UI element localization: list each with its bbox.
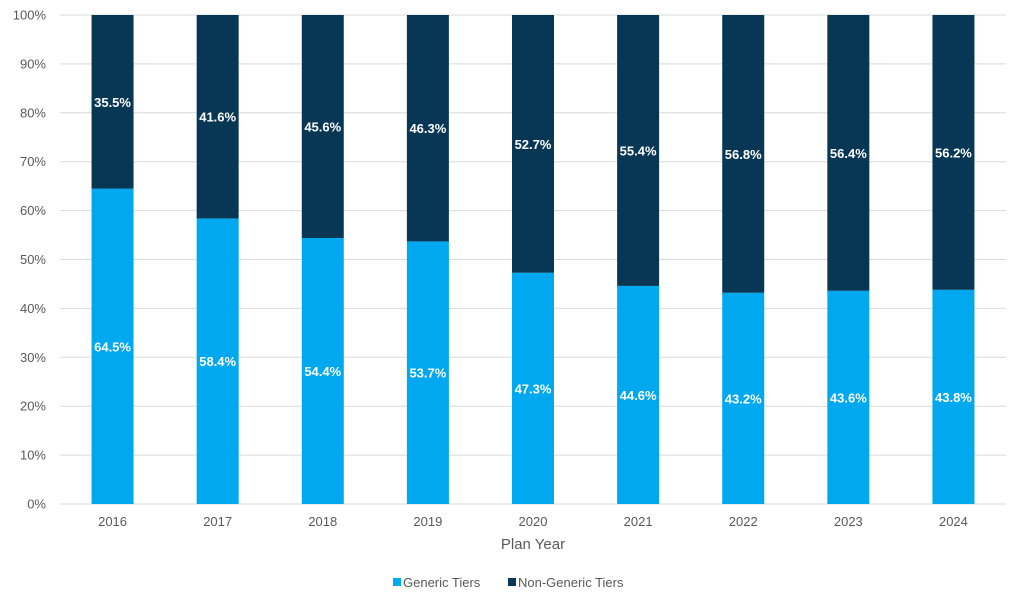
data-label: 41.6%	[199, 110, 236, 125]
bar-non-generic-2018	[301, 15, 344, 238]
data-label: 58.4%	[199, 354, 236, 369]
bar-generic-2022	[722, 292, 765, 504]
data-label: 53.7%	[409, 366, 446, 381]
data-label: 55.4%	[620, 143, 657, 158]
data-label: 54.4%	[304, 364, 341, 379]
legend-label-generic: Generic Tiers	[403, 575, 481, 590]
data-label: 43.8%	[935, 390, 972, 405]
data-label: 43.6%	[830, 390, 867, 405]
legend: Generic Tiers Non-Generic Tiers	[393, 575, 624, 590]
legend-swatch-generic	[393, 578, 401, 586]
y-tick-label: 70%	[20, 154, 46, 169]
x-tick-label: 2021	[624, 514, 653, 529]
bar-non-generic-2022	[722, 15, 765, 293]
y-tick-label: 10%	[20, 448, 46, 463]
data-label: 52.7%	[515, 137, 552, 152]
y-tick-label: 90%	[20, 56, 46, 71]
data-label: 45.6%	[304, 119, 341, 134]
data-label: 56.2%	[935, 145, 972, 160]
bar-non-generic-2023	[827, 15, 870, 291]
x-tick-label: 2022	[729, 514, 758, 529]
x-tick-label: 2019	[413, 514, 442, 529]
x-tick-label: 2020	[519, 514, 548, 529]
legend-swatch-non-generic	[508, 578, 516, 586]
y-tick-label: 100%	[13, 8, 47, 23]
x-tick-label: 2023	[834, 514, 863, 529]
y-tick-label: 20%	[20, 399, 46, 414]
bar-layer	[91, 15, 975, 505]
data-label: 56.8%	[725, 147, 762, 162]
axis-layer: 0% 10% 20% 30% 40% 50% 60% 70% 80% 90% 100% 2016 201…	[13, 8, 968, 530]
bar-generic-2023	[827, 290, 870, 504]
bar-non-generic-2021	[617, 15, 660, 286]
y-tick-label: 60%	[20, 203, 46, 218]
data-label: 44.6%	[620, 388, 657, 403]
data-label-layer: 64.5% 35.5% 58.4% 41.6% 54.4% 45.6% 53.7% 46.3%…	[94, 95, 972, 407]
y-tick-label: 0%	[27, 497, 46, 512]
data-label: 46.3%	[409, 121, 446, 136]
x-tick-label: 2016	[98, 514, 127, 529]
bar-generic-2018	[301, 237, 344, 504]
legend-label-non-generic: Non-Generic Tiers	[518, 575, 624, 590]
data-label: 56.4%	[830, 146, 867, 161]
bar-generic-2017	[196, 218, 239, 504]
data-label: 43.2%	[725, 391, 762, 406]
bar-non-generic-2019	[406, 15, 449, 242]
x-tick-label: 2024	[939, 514, 968, 529]
data-label: 47.3%	[515, 381, 552, 396]
bar-non-generic-2024	[932, 15, 975, 290]
x-axis-title: Plan Year	[501, 536, 565, 553]
data-label: 64.5%	[94, 339, 131, 354]
bar-generic-2020	[512, 272, 554, 504]
bar-generic-2016	[91, 188, 134, 504]
y-tick-label: 30%	[20, 350, 46, 365]
bar-generic-2019	[406, 241, 449, 505]
x-tick-label: 2017	[203, 514, 232, 529]
bar-generic-2024	[932, 289, 975, 504]
bar-non-generic-2017	[196, 15, 239, 219]
bar-non-generic-2020	[512, 15, 554, 273]
y-tick-label: 80%	[20, 105, 46, 120]
x-tick-label: 2018	[308, 514, 337, 529]
data-label: 35.5%	[94, 95, 131, 110]
bar-non-generic-2016	[91, 15, 134, 189]
y-tick-label: 50%	[20, 252, 46, 267]
y-tick-label: 40%	[20, 301, 46, 316]
bar-generic-2021	[617, 285, 660, 504]
